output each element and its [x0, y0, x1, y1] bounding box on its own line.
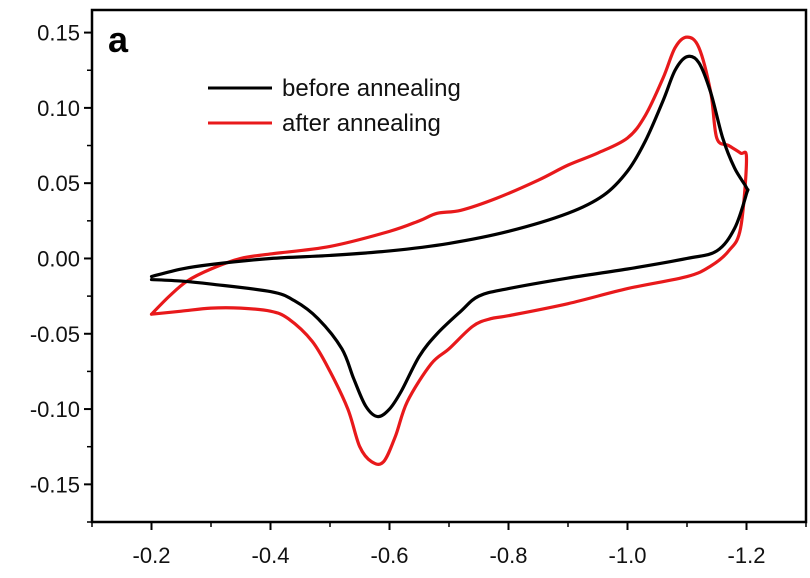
y-tick-label: -0.10 [30, 397, 80, 422]
x-tick-label: -1.0 [609, 543, 647, 568]
series-line-before-annealing [149, 54, 750, 419]
panel-label: a [108, 19, 129, 60]
series-lines [149, 35, 750, 466]
legend-label-after: after annealing [282, 110, 441, 137]
x-tick-label: -0.4 [252, 543, 290, 568]
y-tick-label: 0.00 [37, 246, 80, 271]
y-tick-label: 0.10 [37, 96, 80, 121]
legend-label-before: before annealing [282, 75, 461, 102]
legend: before annealing after annealing [208, 75, 461, 137]
series-line-after-annealing [149, 35, 749, 466]
y-tick-label: 0.05 [37, 171, 80, 196]
y-tick-label: 0.15 [37, 21, 80, 46]
x-tick-label: -0.2 [133, 543, 171, 568]
axis-tick-labels: -0.2 -0.4 -0.6 -0.8 -1.0 -1.2 0.15 0.10 0.05 0.00… [30, 21, 766, 568]
x-tick-label: -0.8 [490, 543, 528, 568]
x-tick-label: -0.6 [371, 543, 409, 568]
y-tick-label: -0.15 [30, 472, 80, 497]
axis-ticks [84, 31, 807, 530]
y-tick-label: -0.05 [30, 322, 80, 347]
x-tick-label: -1.2 [728, 543, 766, 568]
